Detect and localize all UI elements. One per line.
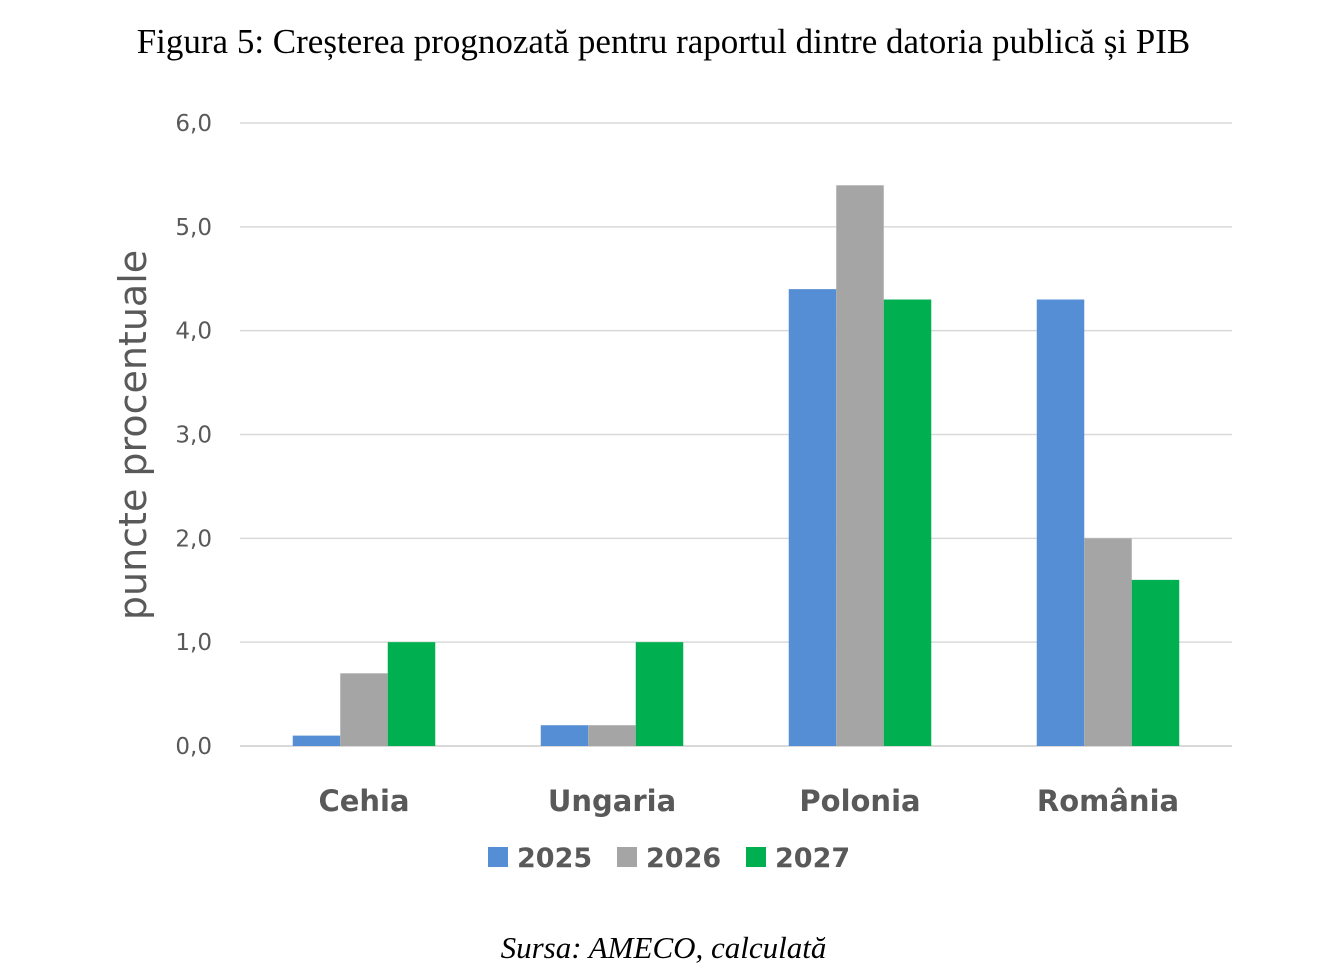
x-category-label: Cehia [318, 784, 409, 818]
bar-ungaria-2025 [540, 725, 589, 746]
bar-românia-2026 [1084, 538, 1132, 746]
bar-cehia-2027 [387, 642, 436, 746]
bar-polonia-2026 [836, 185, 884, 747]
bar-polonia-2027 [883, 299, 932, 746]
y-tick-label: 1,0 [175, 630, 212, 656]
x-category-label: Ungaria [548, 784, 676, 818]
chart-title: Figura 5: Creșterea prognozată pentru ra… [136, 22, 1191, 61]
bar-ungaria-2027 [635, 642, 684, 746]
x-category-label: România [1037, 784, 1179, 818]
y-tick-label: 3,0 [175, 423, 212, 449]
y-tick-label: 4,0 [175, 319, 212, 345]
y-tick-label: 5,0 [175, 215, 212, 241]
bar-polonia-2025 [788, 289, 837, 746]
y-tick-label: 6,0 [175, 111, 212, 137]
bar-românia-2027 [1131, 579, 1180, 746]
x-category-label: Polonia [799, 784, 920, 818]
source-note: Sursa: AMECO, calculată [500, 930, 827, 965]
legend-label: 2026 [646, 843, 721, 874]
legend-swatch-2027 [746, 847, 766, 867]
y-tick-label: 0,0 [175, 734, 212, 760]
legend-swatch-2026 [617, 847, 637, 867]
legend-swatch-2025 [488, 847, 508, 867]
bar-cehia-2025 [292, 735, 341, 746]
y-tick-label: 2,0 [175, 526, 212, 552]
y-axis-label: puncte procentuale [111, 250, 155, 620]
legend-label: 2027 [775, 843, 850, 874]
bar-ungaria-2026 [588, 725, 636, 746]
legend-label: 2025 [517, 843, 592, 874]
bar-românia-2025 [1036, 299, 1085, 746]
bar-cehia-2026 [340, 673, 388, 746]
